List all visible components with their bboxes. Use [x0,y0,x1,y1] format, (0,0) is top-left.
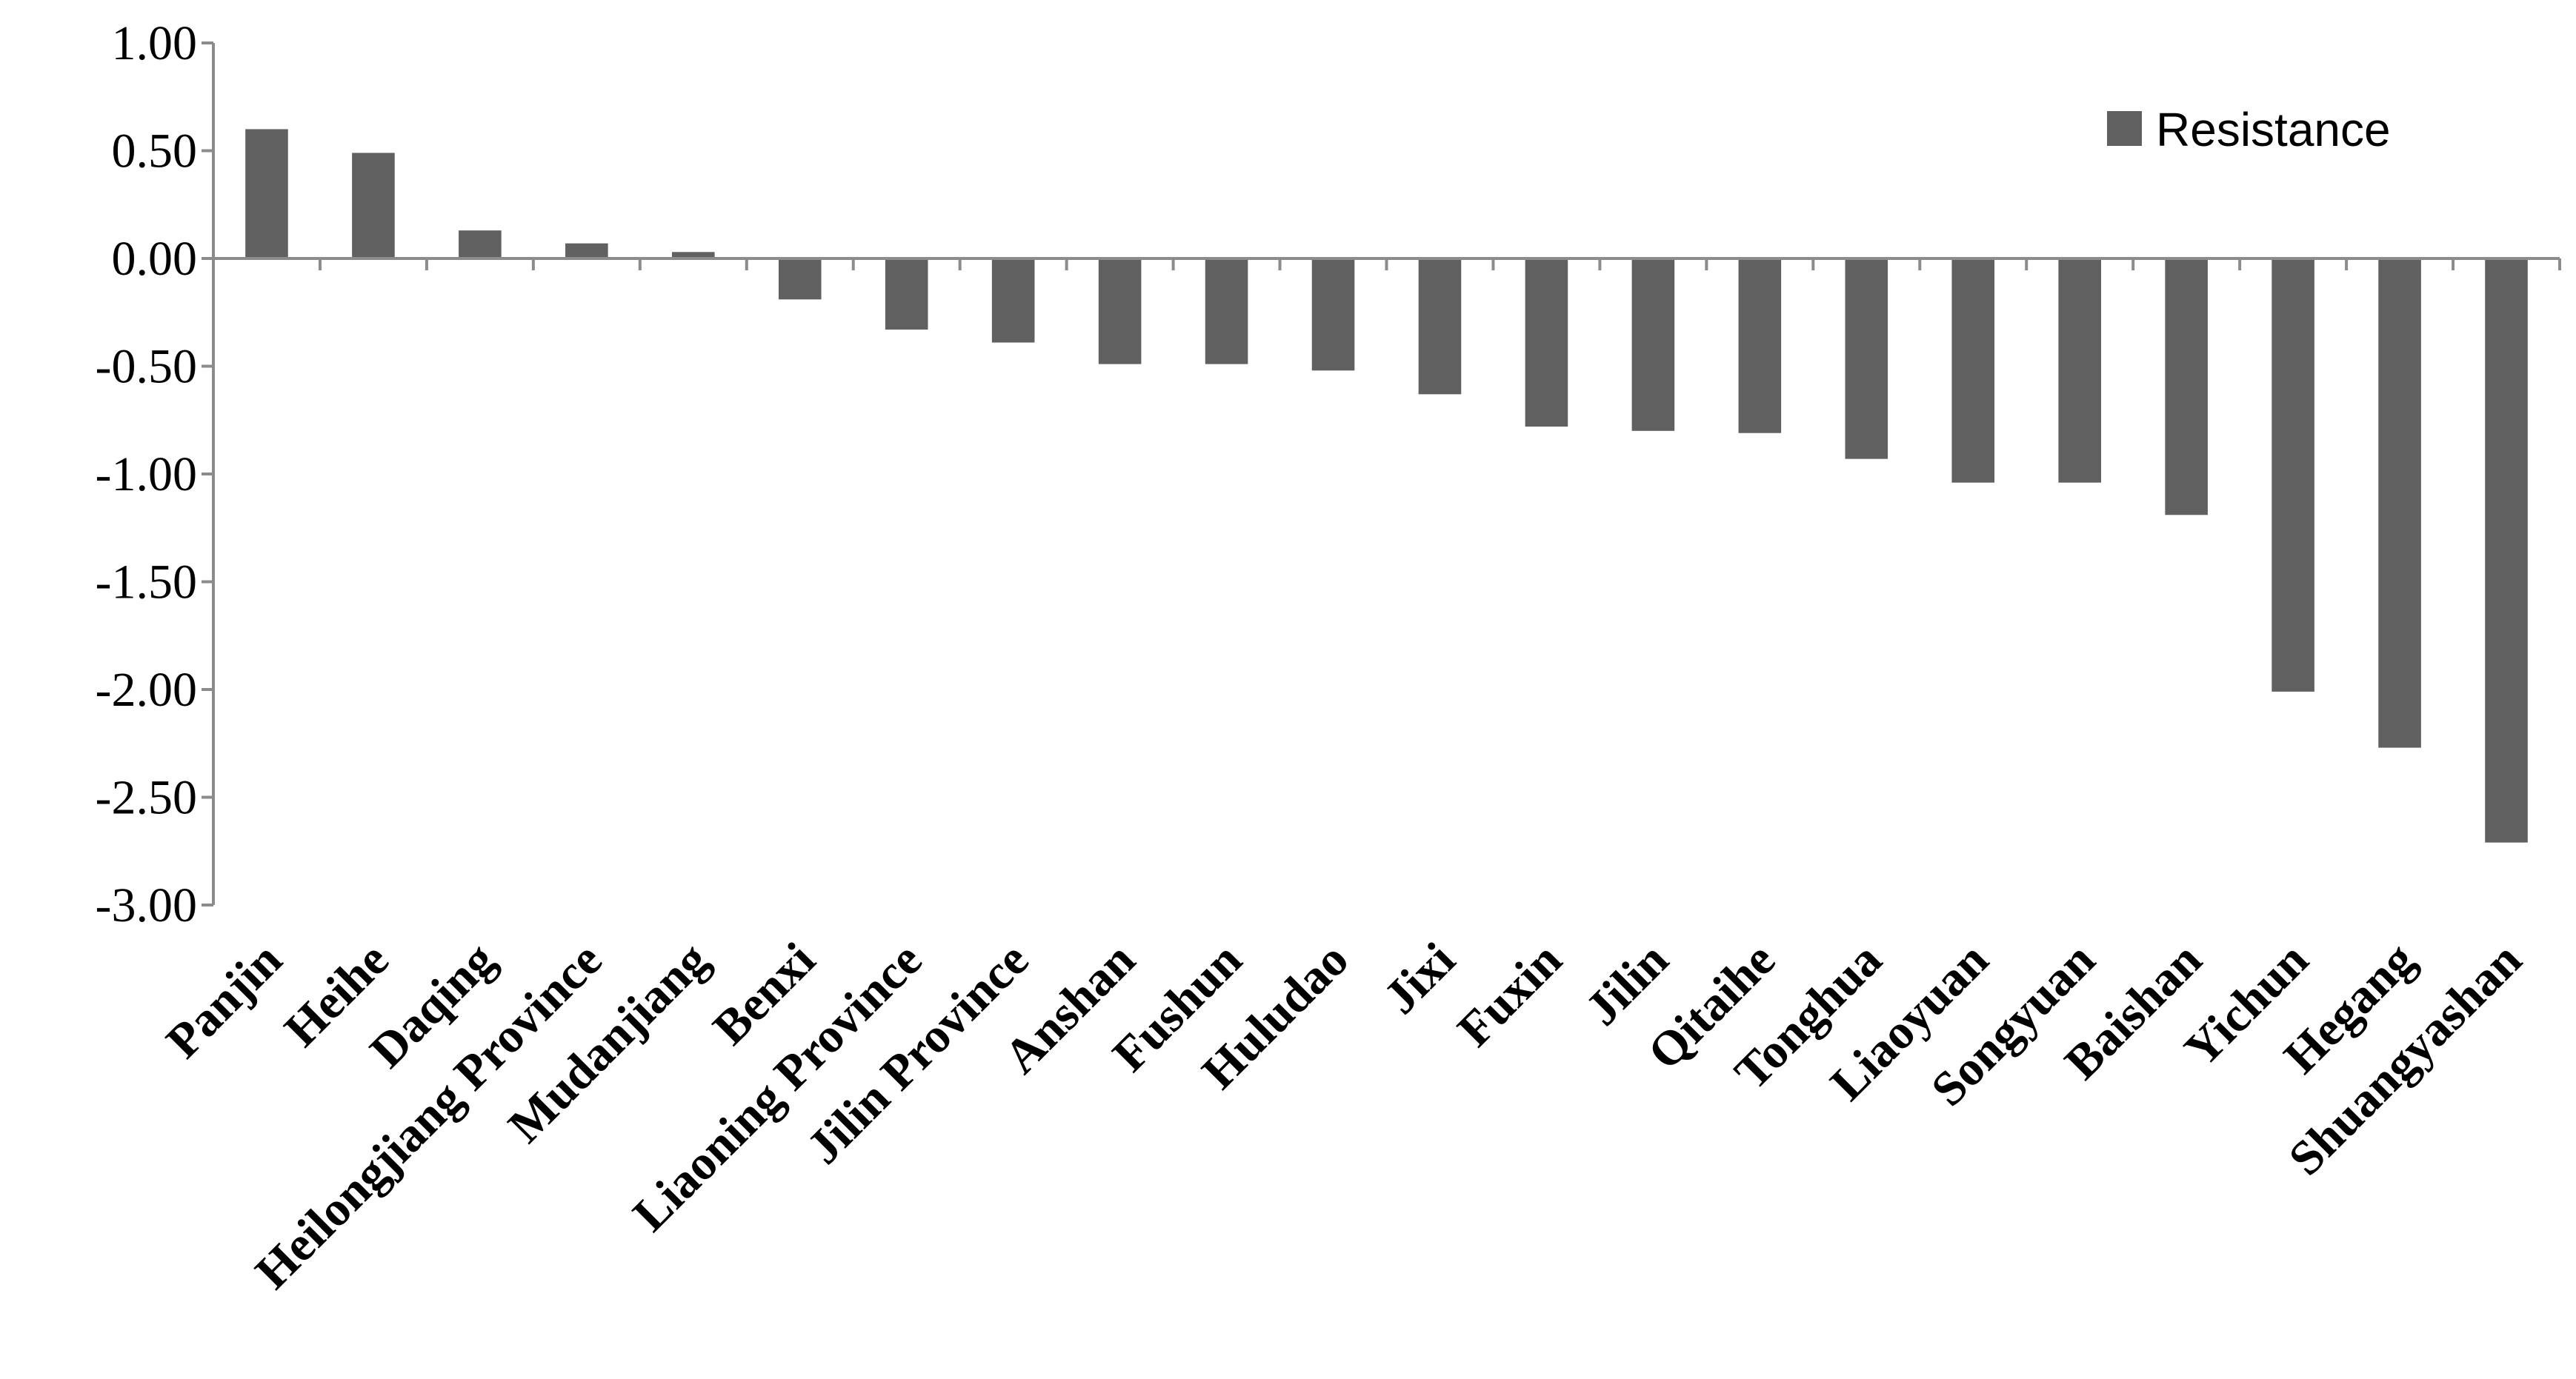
bar-liaoyuan [1951,258,1995,483]
y-axis: 1.00 0.50 0.00 -0.50 -1.00 -1.50 -2.00 -2.50 -3.… [96,16,215,932]
bar-shuangyashan [2485,258,2528,843]
bar-jixi [1418,258,1462,395]
bar-tonghua [1845,258,1888,459]
x-tick-label: Jixi [1374,932,1465,1024]
bar-baishan [2165,258,2208,515]
y-tick-label: -1.00 [96,447,197,501]
bar-huludao [1311,258,1355,371]
bar-hegang [2378,258,2421,748]
y-tick-label: -2.00 [96,663,197,717]
bar-heihe [352,153,395,258]
x-tick-label: Panjin [156,932,293,1069]
bar-mudanjiang [672,252,715,258]
bar-jilin [1631,258,1675,431]
y-tick-label: 0.50 [112,124,198,178]
y-tick-label: 0.00 [112,232,198,286]
bar-fuxin [1525,258,1568,427]
bar-anshan [1098,258,1142,364]
bar-yichun [2272,258,2314,692]
y-tick-label: -3.00 [96,878,197,932]
bar-qitaihe [1738,258,1782,433]
bar-benxi [778,258,822,300]
y-tick-label: 1.00 [112,16,198,70]
bar-daqing [459,230,502,258]
legend-swatch-resistance [2107,111,2142,146]
y-tick-label: -2.50 [96,771,197,825]
bar-fushun [1205,258,1248,364]
y-tick-label: -1.50 [96,555,197,610]
bar-panjin [245,129,288,258]
legend: Resistance [2107,103,2391,156]
y-tick-label: -0.50 [96,340,197,394]
legend-label-resistance: Resistance [2156,103,2391,156]
x-tick-label: Fuxin [1448,932,1572,1057]
bars [245,129,2528,843]
bar-songyuan [2058,258,2101,483]
bar-jilin-province [991,258,1035,343]
bar-liaoning-province [885,258,928,330]
bar-heilongjiang-province [565,243,608,258]
